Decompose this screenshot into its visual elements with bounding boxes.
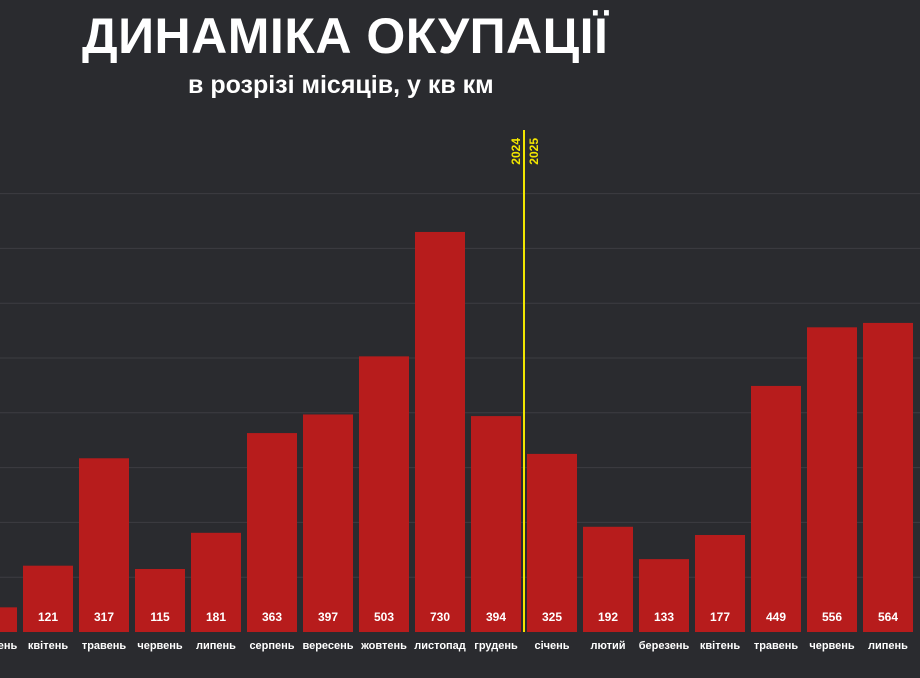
value-labels: 121 317 115 181 363 397 503 730 394 325 192 133 177 4… (38, 610, 898, 624)
bar (695, 535, 745, 632)
bar (527, 453, 577, 632)
data-label: 556 (822, 610, 842, 624)
bar (303, 414, 353, 632)
data-label: 133 (654, 610, 674, 624)
year-label-left: 2024 (509, 138, 523, 165)
bar (23, 565, 73, 632)
x-tick-label: березень (639, 640, 690, 652)
x-tick-label: червень (809, 640, 855, 652)
x-tick-label: вересень (302, 640, 353, 652)
category-labels: березень квітень травень червень липень серпе… (0, 640, 908, 652)
bars (0, 231, 913, 632)
x-tick-label: лютий (590, 640, 625, 652)
data-label: 317 (94, 610, 114, 624)
bar (79, 458, 129, 632)
bar (191, 532, 241, 632)
bar (135, 568, 185, 632)
year-divider: 2024 2025 (509, 130, 541, 632)
bar (807, 327, 857, 632)
data-label: 115 (150, 610, 170, 624)
x-tick-label: січень (534, 640, 569, 652)
x-tick-label: червень (137, 640, 183, 652)
bar (247, 433, 297, 632)
x-tick-label: травень (82, 640, 127, 652)
bar (0, 607, 17, 632)
chart-subtitle: в розрізі місяців, у кв км (188, 71, 494, 99)
chart-title: ДИНАМІКА ОКУПАЦІЇ (82, 8, 609, 64)
bar (863, 322, 913, 632)
data-label: 181 (206, 610, 226, 624)
data-label: 730 (430, 610, 450, 624)
data-label: 121 (38, 610, 58, 624)
data-label: 325 (542, 610, 562, 624)
bar (751, 385, 801, 632)
data-label: 564 (878, 610, 898, 624)
x-tick-label: квітень (28, 640, 68, 652)
bar (359, 356, 409, 632)
bar (639, 559, 689, 632)
x-tick-label: серпень (249, 640, 294, 652)
x-tick-label: жовтень (360, 640, 407, 652)
x-tick-label: липень (868, 640, 908, 652)
year-label-right: 2025 (527, 138, 541, 165)
data-label: 363 (262, 610, 282, 624)
x-tick-label: квітень (700, 640, 740, 652)
data-label: 397 (318, 610, 338, 624)
x-tick-label: березень (0, 640, 18, 652)
x-tick-label: липень (196, 640, 236, 652)
bar (583, 526, 633, 632)
bar (415, 231, 465, 632)
data-label: 394 (486, 610, 506, 624)
data-label: 192 (598, 610, 618, 624)
data-label: 449 (766, 610, 786, 624)
x-tick-label: грудень (474, 640, 518, 652)
x-tick-label: травень (754, 640, 799, 652)
data-label: 503 (374, 610, 394, 624)
bar (471, 416, 521, 632)
data-label: 177 (710, 610, 730, 624)
x-tick-label: листопад (414, 640, 466, 652)
